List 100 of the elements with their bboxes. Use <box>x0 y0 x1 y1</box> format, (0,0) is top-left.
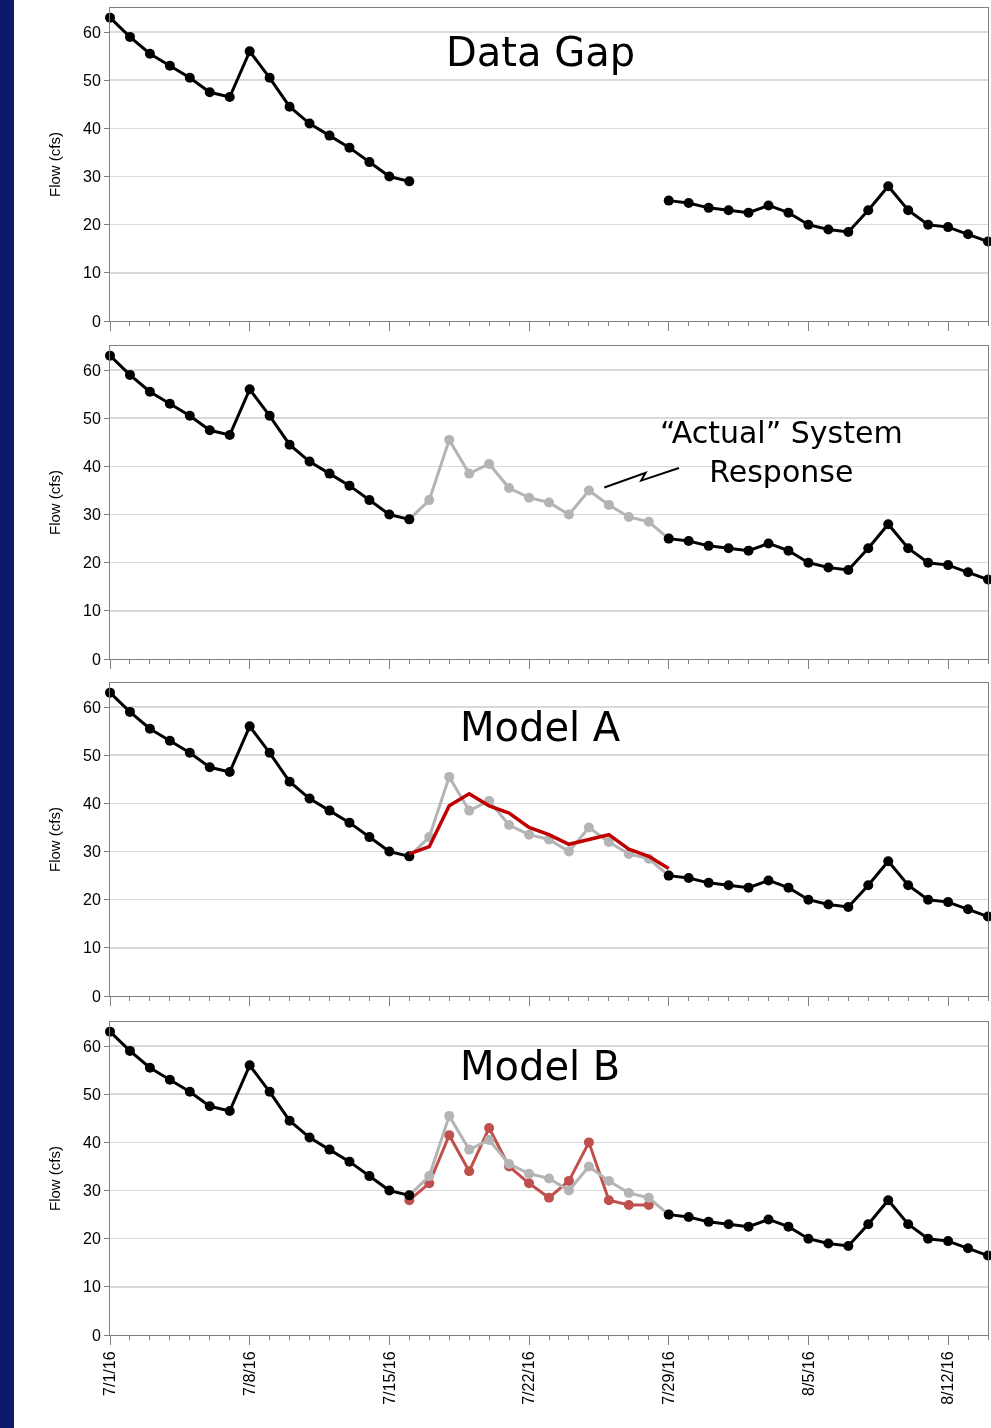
y-tick-label: 50 <box>83 71 101 89</box>
point <box>703 877 714 888</box>
point <box>424 495 435 506</box>
point <box>184 410 195 421</box>
point <box>583 1161 594 1172</box>
point <box>344 480 355 491</box>
point <box>623 1187 634 1198</box>
point <box>803 219 814 230</box>
point <box>603 1175 614 1186</box>
x-tick-label: 7/22/16 <box>520 1351 538 1405</box>
point <box>923 1233 934 1244</box>
point <box>384 509 395 520</box>
point <box>284 776 295 787</box>
point <box>464 805 475 816</box>
point <box>923 219 934 230</box>
x-tick-label: 8/12/16 <box>939 1351 957 1405</box>
y-tick-label: 60 <box>83 1037 101 1055</box>
point <box>583 1137 594 1148</box>
point <box>763 875 774 886</box>
point <box>464 1144 475 1155</box>
y-tick-label: 40 <box>83 794 101 812</box>
point <box>823 1238 834 1249</box>
point <box>364 832 375 843</box>
point <box>344 1156 355 1167</box>
y-tick-label: 50 <box>83 409 101 427</box>
point <box>224 767 235 778</box>
x-tick-label: 7/1/16 <box>101 1351 119 1396</box>
point <box>603 836 614 847</box>
point <box>264 72 275 83</box>
point <box>244 46 255 57</box>
point <box>304 1132 315 1143</box>
point <box>444 1110 455 1121</box>
y-tick-label: 0 <box>91 650 101 668</box>
point <box>683 536 694 547</box>
y-tick-label: 60 <box>83 23 101 41</box>
y-tick-label: 40 <box>83 119 101 137</box>
y-tick-label: 20 <box>83 216 101 234</box>
point <box>144 386 155 397</box>
point <box>224 430 235 441</box>
point <box>963 1243 974 1254</box>
point <box>484 458 495 469</box>
point <box>903 205 914 216</box>
point <box>683 1212 694 1223</box>
point <box>324 130 335 141</box>
point <box>444 1130 455 1141</box>
y-tick-label: 30 <box>83 1182 101 1200</box>
point <box>903 543 914 554</box>
annotation: Model A <box>460 704 621 750</box>
point <box>504 820 515 831</box>
y-axis-title: Flow (cfs) <box>46 1146 64 1211</box>
point <box>763 538 774 549</box>
point <box>364 1171 375 1182</box>
point <box>164 735 175 746</box>
point <box>563 1185 574 1196</box>
annotation: “Actual” System Response <box>660 415 903 489</box>
y-tick-label: 60 <box>83 698 101 716</box>
y-tick-label: 0 <box>91 312 101 330</box>
point <box>783 1221 794 1232</box>
point <box>444 434 455 445</box>
point <box>803 894 814 905</box>
point <box>863 543 874 554</box>
point <box>244 384 255 395</box>
point <box>943 1236 954 1247</box>
x-tick-label: 7/29/16 <box>659 1351 677 1405</box>
point <box>843 1240 854 1251</box>
y-axis-title: Flow (cfs) <box>46 470 64 535</box>
point <box>304 793 315 804</box>
y-tick-label: 10 <box>83 939 101 957</box>
point <box>264 1086 275 1097</box>
point <box>943 897 954 908</box>
y-axis-title: Flow (cfs) <box>46 132 64 197</box>
point <box>204 87 215 98</box>
point <box>544 1192 554 1203</box>
point <box>264 410 275 421</box>
point <box>504 483 515 494</box>
point <box>284 439 295 450</box>
point <box>923 557 934 568</box>
y-tick-label: 40 <box>83 457 101 475</box>
point <box>783 882 794 893</box>
point <box>524 829 535 840</box>
point <box>144 723 155 734</box>
point <box>344 142 355 153</box>
y-tick-label: 30 <box>83 506 101 524</box>
point <box>204 425 215 436</box>
point <box>863 1219 874 1230</box>
point <box>563 1175 574 1186</box>
point <box>743 207 754 218</box>
point <box>464 1166 475 1177</box>
point <box>124 369 135 380</box>
point <box>144 1062 155 1073</box>
y-tick-label: 10 <box>83 1278 101 1296</box>
point <box>723 205 734 216</box>
point <box>663 195 674 206</box>
point <box>324 805 335 816</box>
point <box>763 1214 774 1225</box>
point <box>783 545 794 556</box>
annotation: Data Gap <box>446 29 636 75</box>
point <box>244 1060 255 1071</box>
y-tick-label: 60 <box>83 361 101 379</box>
point <box>384 171 395 182</box>
